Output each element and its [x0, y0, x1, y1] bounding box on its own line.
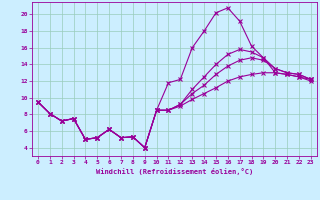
X-axis label: Windchill (Refroidissement éolien,°C): Windchill (Refroidissement éolien,°C) — [96, 168, 253, 175]
